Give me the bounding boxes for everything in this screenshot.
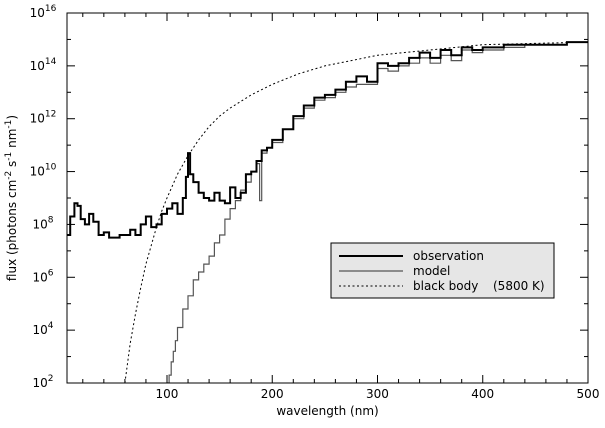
x-tick-label: 200 [261,387,284,401]
x-tick-label: 400 [471,387,494,401]
y-axis: 102 104 106 108 1010 1012 1014 1016 [30,4,588,390]
legend-label-observation: observation [413,249,484,263]
y-tick-label: 1016 [30,4,57,20]
y-tick-label: 1012 [30,110,57,126]
plot-frame [66,12,589,384]
x-axis: 100 200 300 400 500 [82,13,600,401]
y-axis-label: flux (photons cm-2 s-1 nm-1) [4,115,19,281]
y-tick-label: 108 [32,215,53,231]
y-tick-label: 104 [32,321,53,337]
series-black-body-line [124,41,588,383]
y-tick-label: 1014 [30,57,57,73]
y-tick-label: 1010 [30,163,57,179]
x-tick-label: 100 [156,387,179,401]
y-tick-label: 102 [32,374,53,390]
series-model-line [167,41,588,383]
series-observation-line [67,41,588,239]
y-tick-label: 106 [32,268,53,284]
legend-black-body-note: (5800 K) [493,279,545,293]
x-tick-label: 500 [577,387,600,401]
plot-area [67,41,588,383]
x-axis-label: wavelength (nm) [276,404,378,418]
legend-label-black-body: black body [413,279,478,293]
x-tick-label: 300 [366,387,389,401]
legend-label-model: model [413,264,450,278]
